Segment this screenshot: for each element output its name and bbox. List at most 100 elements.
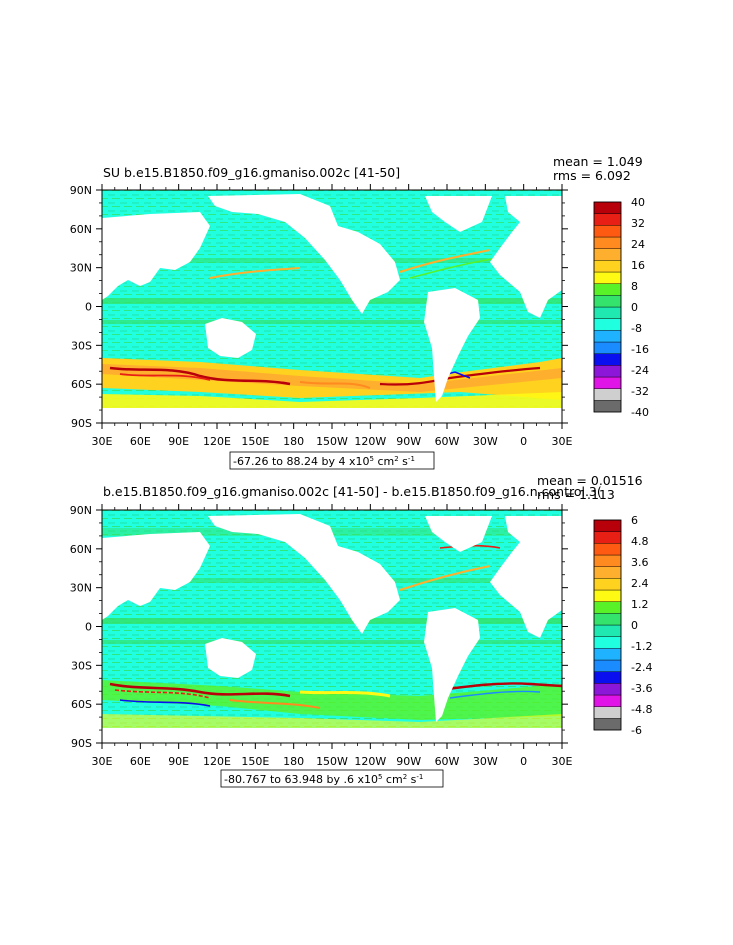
colorbar-frame xyxy=(593,519,622,731)
x-tick-label: 180 xyxy=(283,435,304,448)
x-tick-label: 30W xyxy=(473,755,498,768)
panel-1-range-unit: cm xyxy=(374,455,394,468)
y-tick-label: 0 xyxy=(85,621,92,634)
colorbar-swatch xyxy=(593,694,622,707)
colorbar-label: 4.8 xyxy=(631,535,649,548)
panel-2-range-unit2: s xyxy=(407,773,416,786)
x-tick-label: 150E xyxy=(241,435,269,448)
colorbar-label: 16 xyxy=(631,259,645,272)
panel-2-range-note: -80.767 to 63.948 by .6 x10 xyxy=(224,773,378,786)
colorbar-swatch xyxy=(593,566,622,579)
panel-1-range-exp3: -1 xyxy=(408,455,415,463)
colorbar-label: 6 xyxy=(631,514,638,527)
y-tick-label: 30S xyxy=(71,339,92,352)
colorbar-swatch xyxy=(593,543,622,556)
y-tick-label: 60N xyxy=(70,543,92,556)
colorbar-label: 3.6 xyxy=(631,556,649,569)
panel-2-title: b.e15.B1850.f09_g16.gmaniso.002c [41-50]… xyxy=(103,484,602,499)
panel-1-range-exp2: 2 xyxy=(394,455,398,463)
panel-1-range-box: -67.26 to 88.24 by 4 x105 cm2 s-1 xyxy=(229,451,435,470)
colorbar-label: 8 xyxy=(631,280,638,293)
x-tick-label: 60E xyxy=(130,435,151,448)
panel-2-range-exp: 5 xyxy=(378,773,382,781)
colorbar-swatch xyxy=(593,613,622,626)
x-tick-label: 150E xyxy=(241,755,269,768)
colorbar-swatch xyxy=(593,589,622,602)
colorbar-swatch xyxy=(593,248,622,261)
colorbar-swatch xyxy=(593,341,622,354)
x-tick-label: 90E xyxy=(168,755,189,768)
y-tick-label: 30S xyxy=(71,659,92,672)
colorbar-swatch xyxy=(593,636,622,649)
panel-1-mean: mean = 1.049 xyxy=(553,154,643,169)
colorbar-swatch xyxy=(593,578,622,591)
colorbar-swatch xyxy=(593,353,622,366)
x-tick-label: 0 xyxy=(520,755,527,768)
y-tick-label: 60S xyxy=(71,378,92,391)
colorbar-swatch xyxy=(593,330,622,343)
colorbar-label: 32 xyxy=(631,217,645,230)
colorbar-label: -4.8 xyxy=(631,703,652,716)
colorbar-swatch xyxy=(593,718,622,731)
colorbar-swatch xyxy=(593,706,622,719)
colorbar-swatch xyxy=(593,519,622,532)
panel-1-colorbar: 40 32 24 16 8 0 -8 -16 -24 -32 -40 xyxy=(593,196,649,419)
colorbar-swatch xyxy=(593,201,622,214)
colorbar-label: 0 xyxy=(631,301,638,314)
colorbar-swatch xyxy=(593,213,622,226)
panel-2-range-box: -80.767 to 63.948 by .6 x105 cm2 s-1 xyxy=(220,769,444,788)
x-tick-label: 90W xyxy=(396,435,421,448)
colorbar-label: -8 xyxy=(631,322,642,335)
x-tick-label: 120W xyxy=(354,435,386,448)
panel-1-axes: 30E 60E 90E 120E 150E 180 150W 120W 90W 60W 30W 0 30… xyxy=(70,184,573,448)
panel-1-field xyxy=(102,190,562,423)
x-tick-label: 30E xyxy=(552,435,573,448)
colorbar-swatch xyxy=(593,236,622,249)
x-tick-label: 30E xyxy=(552,755,573,768)
colorbar-swatch xyxy=(593,306,622,319)
colorbar-frame xyxy=(593,201,622,413)
colorbar-swatch xyxy=(593,648,622,661)
colorbar-swatch xyxy=(593,400,622,413)
colorbar-swatch xyxy=(593,271,622,284)
y-tick-label: 30N xyxy=(70,582,92,595)
x-tick-label: 150W xyxy=(316,435,348,448)
x-tick-label: 60W xyxy=(435,755,460,768)
colorbar-swatch xyxy=(593,260,622,273)
colorbar-swatch xyxy=(593,671,622,684)
colorbar-label: 1.2 xyxy=(631,598,649,611)
panel-2-range-exp3: -1 xyxy=(416,773,423,781)
x-tick-label: 120W xyxy=(354,755,386,768)
colorbar-swatch xyxy=(593,601,622,614)
panel-1-title: SU b.e15.B1850.f09_g16.gmaniso.002c [41-… xyxy=(103,165,400,180)
x-tick-label: 120E xyxy=(203,755,231,768)
panel-2-range-exp2: 2 xyxy=(403,773,407,781)
x-tick-label: 180 xyxy=(283,755,304,768)
colorbar-label: -40 xyxy=(631,406,649,419)
y-tick-label: 90N xyxy=(70,184,92,197)
colorbar-label: 40 xyxy=(631,196,645,209)
panel-1-range-unit2: s xyxy=(399,455,408,468)
colorbar-swatch xyxy=(593,531,622,544)
colorbar-label: -24 xyxy=(631,364,649,377)
x-tick-label: 150W xyxy=(316,755,348,768)
colorbar-swatch xyxy=(593,624,622,637)
y-tick-label: 90S xyxy=(71,417,92,430)
x-tick-label: 90W xyxy=(396,755,421,768)
svg-text:-67.26 to 88.24 by 4 x105 cm2: -67.26 to 88.24 by 4 x105 cm2 s-1 xyxy=(233,455,415,468)
y-tick-label: 0 xyxy=(85,301,92,314)
colorbar-swatch xyxy=(593,295,622,308)
colorbar-swatch xyxy=(593,283,622,296)
colorbar-label: -16 xyxy=(631,343,649,356)
colorbar-label: 24 xyxy=(631,238,645,251)
colorbar-swatch xyxy=(593,388,622,401)
y-tick-label: 90N xyxy=(70,504,92,517)
x-tick-label: 0 xyxy=(520,435,527,448)
colorbar-swatch xyxy=(593,659,622,672)
panel-2-rms: rms = 1.113 xyxy=(537,487,615,502)
panel-2-range-unit: cm xyxy=(382,773,402,786)
colorbar-swatch xyxy=(593,365,622,378)
colorbar-label: 2.4 xyxy=(631,577,649,590)
panel-2-colorbar: 6 4.8 3.6 2.4 1.2 0 -1.2 -2.4 -3.6 -4.8 -6 xyxy=(593,514,652,737)
